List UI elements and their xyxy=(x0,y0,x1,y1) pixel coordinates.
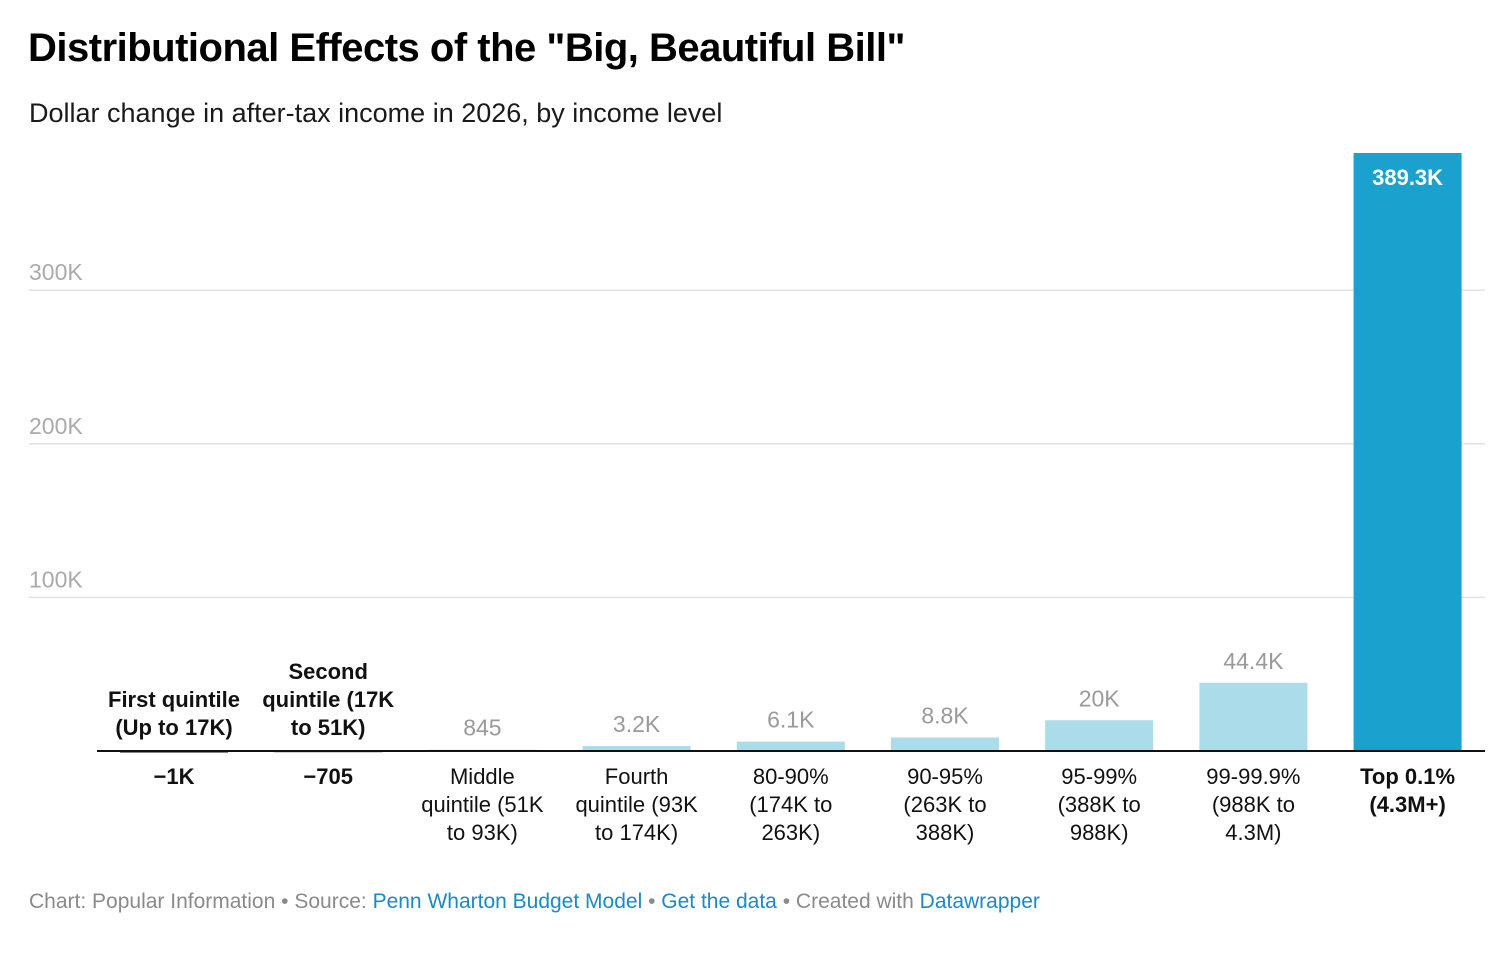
category-label: Middle xyxy=(450,764,515,789)
category-label: quintile (51K xyxy=(421,792,544,817)
category-label: 988K) xyxy=(1070,820,1129,845)
category-label: (388K to xyxy=(1058,792,1141,817)
footer-separator: • xyxy=(782,890,791,913)
data-label: 6.1K xyxy=(767,707,815,733)
category-label: Fourth xyxy=(605,764,669,789)
category-label: to 174K) xyxy=(595,820,678,845)
category-label: quintile (93K xyxy=(575,792,698,817)
category-label: First quintile xyxy=(108,687,240,712)
data-label: −705 xyxy=(303,764,353,789)
category-label: (174K to xyxy=(749,792,832,817)
data-label: 845 xyxy=(463,715,501,741)
get-data-link[interactable]: Get the data xyxy=(661,890,777,913)
category-label: 4.3M) xyxy=(1225,820,1281,845)
data-label: −1K xyxy=(154,764,195,789)
footer-separator: • xyxy=(648,890,656,913)
bar xyxy=(1199,682,1308,751)
category-label: 388K) xyxy=(916,820,975,845)
source-prefix: Source: xyxy=(294,890,367,913)
category-label: (263K to xyxy=(903,792,986,817)
y-tick-label: 200K xyxy=(29,413,83,439)
datawrapper-link[interactable]: Datawrapper xyxy=(919,890,1040,913)
y-tick-label: 300K xyxy=(29,259,83,285)
bars xyxy=(120,153,1462,753)
created-prefix: Created with xyxy=(795,890,914,913)
category-label: Second xyxy=(288,659,367,684)
category-labels: First quintile (Up to 17K) Second quintile … xyxy=(108,659,1455,845)
data-labels: −1K −705 845 3.2K 6.1K 8.8K 20K 44.4K 389.3K xyxy=(154,165,1444,789)
chart-subtitle: Dollar change in after-tax income in 202… xyxy=(29,98,723,128)
category-label: 80-90% xyxy=(753,764,829,789)
bar-chart: 100K 200K 300K −1K −705 845 3.2K 6.1K 8.8K 20K 44… xyxy=(29,153,1485,845)
gridlines: 100K 200K 300K xyxy=(29,259,1485,599)
category-label: 95-99% xyxy=(1061,764,1137,789)
category-label: (988K to xyxy=(1212,792,1295,817)
data-label: 20K xyxy=(1079,685,1121,711)
bar xyxy=(1353,153,1462,751)
data-label: 3.2K xyxy=(613,711,661,737)
source-link[interactable]: Penn Wharton Budget Model xyxy=(372,890,643,913)
category-label: quintile (17K xyxy=(262,687,394,712)
category-label: Top 0.1% xyxy=(1360,764,1455,789)
chart-footer: Chart: Popular Information • Source: Pen… xyxy=(29,890,1040,914)
footer-separator: • xyxy=(281,890,289,913)
data-label: 44.4K xyxy=(1223,648,1284,674)
category-label: to 51K) xyxy=(291,715,366,740)
category-label: 263K) xyxy=(761,820,820,845)
bar xyxy=(1045,720,1154,751)
category-label: 99-99.9% xyxy=(1206,764,1300,789)
category-label: (4.3M+) xyxy=(1369,792,1445,817)
data-label: 389.3K xyxy=(1372,165,1443,190)
bar xyxy=(582,746,691,751)
category-label: 90-95% xyxy=(907,764,983,789)
y-tick-label: 100K xyxy=(29,566,83,592)
category-label: to 93K) xyxy=(447,820,518,845)
bar xyxy=(891,737,999,751)
chart-title: Distributional Effects of the "Big, Beau… xyxy=(28,26,905,70)
chart-credit: Chart: Popular Information xyxy=(29,890,276,913)
bar xyxy=(736,741,845,751)
data-label: 8.8K xyxy=(921,702,969,728)
category-label: (Up to 17K) xyxy=(115,715,232,740)
